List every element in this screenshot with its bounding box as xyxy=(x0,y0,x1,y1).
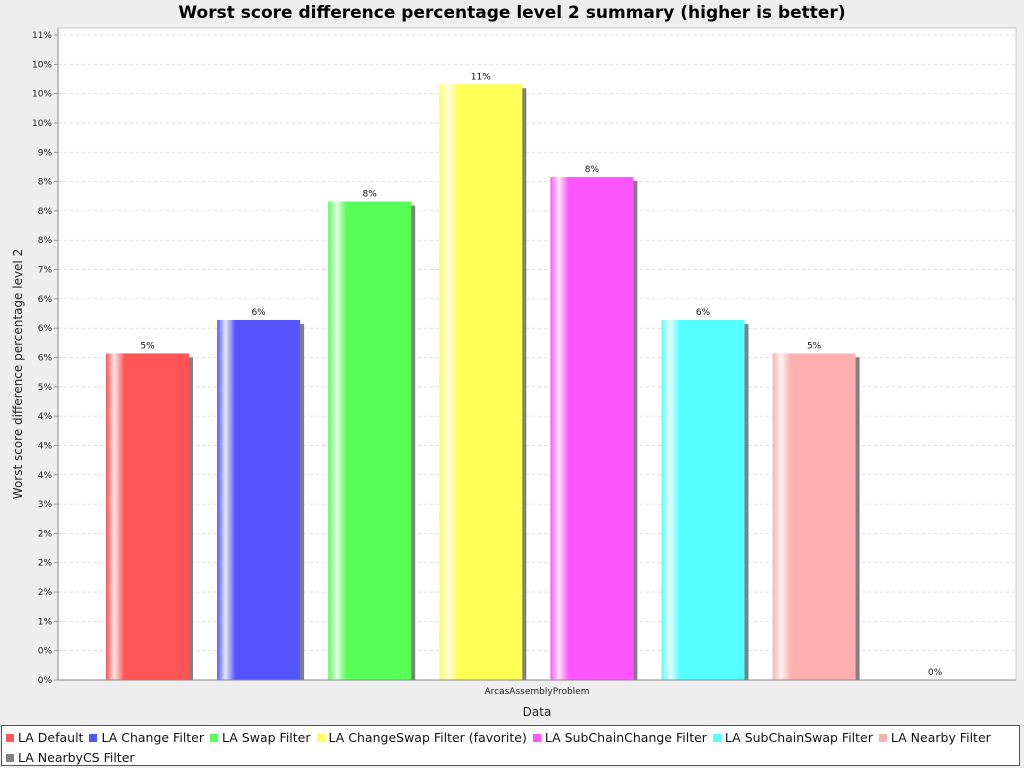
legend-item: LA NearbyCS Filter xyxy=(6,748,135,768)
legend-swatch xyxy=(6,754,14,762)
legend-swatch xyxy=(712,734,721,742)
bar-value-label: 6% xyxy=(251,308,266,318)
legend-item: LA Change Filter xyxy=(89,728,204,748)
legend-item: LA Swap Filter xyxy=(210,728,311,748)
legend: LA Default LA Change Filter LA Swap Filter… xyxy=(1,725,1020,766)
bar-value-label: 8% xyxy=(585,165,600,175)
bar-value-label: 5% xyxy=(140,341,155,351)
legend-swatch xyxy=(210,734,219,742)
y-tick-label: 0% xyxy=(38,676,53,686)
y-tick-label: 4% xyxy=(38,412,53,422)
legend-label: LA Nearby Filter xyxy=(890,730,991,745)
x-category-label: ArcasAssemblyProblem xyxy=(485,687,590,697)
y-tick-label: 6% xyxy=(38,324,53,334)
y-tick-label: 8% xyxy=(38,178,53,188)
legend-swatch xyxy=(316,734,325,742)
legend-label: LA ChangeSwap Filter (favorite) xyxy=(328,730,527,745)
legend-label: LA NearbyCS Filter xyxy=(18,750,135,765)
bar-0 xyxy=(106,353,189,680)
legend-swatch xyxy=(89,734,98,742)
y-tick-label: 10% xyxy=(32,119,52,129)
legend-swatch xyxy=(878,734,887,742)
y-tick-label: 10% xyxy=(32,90,52,100)
y-tick-label: 4% xyxy=(38,441,53,451)
legend-item: LA SubChainChange Filter xyxy=(532,728,707,748)
bar-6 xyxy=(772,353,856,680)
legend-label: LA Default xyxy=(18,730,84,745)
legend-item: LA SubChainSwap Filter xyxy=(712,728,873,748)
bar-value-label: 0% xyxy=(928,668,943,678)
legend-label: LA SubChainChange Filter xyxy=(544,730,707,745)
y-tick-label: 8% xyxy=(38,236,53,246)
y-tick-label: 1% xyxy=(38,617,53,627)
y-tick-label: 2% xyxy=(38,529,53,539)
legend-item: LA Default xyxy=(6,728,83,748)
y-tick-label: 2% xyxy=(38,559,53,569)
legend-swatch xyxy=(6,734,14,742)
chart: Worst score difference percentage level … xyxy=(11,3,1017,719)
y-tick-label: 3% xyxy=(38,500,53,510)
y-tick-label: 6% xyxy=(38,354,53,364)
y-tick-label: 2% xyxy=(38,588,53,598)
bar-labels: 5% 6% 8% 11% 8% 6% 5% 0% xyxy=(140,72,942,678)
bar-value-label: 11% xyxy=(471,72,491,82)
legend-label: LA Swap Filter xyxy=(222,730,311,745)
legend-item: LA Nearby Filter xyxy=(878,728,991,748)
bar-4 xyxy=(550,176,634,680)
y-tick-label: 11% xyxy=(32,31,52,41)
bar-value-label: 8% xyxy=(363,190,378,200)
bar-1 xyxy=(217,319,301,680)
bar-5 xyxy=(661,319,745,680)
legend-label: LA Change Filter xyxy=(101,730,205,745)
y-tick-label: 7% xyxy=(38,266,53,276)
y-tick-label: 10% xyxy=(32,60,52,70)
legend-item: LA ChangeSwap Filter (favorite) xyxy=(316,728,527,748)
y-tick-label: 6% xyxy=(38,295,53,305)
bar-value-label: 5% xyxy=(807,341,822,351)
y-tick-label: 9% xyxy=(38,148,53,158)
chart-title: Worst score difference percentage level … xyxy=(178,3,845,23)
y-tick-label: 4% xyxy=(38,471,53,481)
plot-area xyxy=(57,27,1017,681)
x-axis-label: Data xyxy=(523,705,552,719)
y-tick-label: 5% xyxy=(38,383,53,393)
y-tick-label: 8% xyxy=(38,207,53,217)
legend-swatch xyxy=(532,734,541,742)
bars xyxy=(106,84,860,681)
y-axis-ticks: 0% 0% 1% 2% 2% 2% 3% 4% 4% 4% 5% 6% 6% 6% 7% 8% 8% 8% 9% 10… xyxy=(32,31,58,686)
bar-value-label: 6% xyxy=(696,308,711,318)
bar-2 xyxy=(328,201,412,680)
y-tick-label: 0% xyxy=(38,647,53,657)
y-axis-label: Worst score difference percentage level … xyxy=(11,249,25,499)
legend-label: LA SubChainSwap Filter xyxy=(724,730,873,745)
bar-3 xyxy=(439,84,523,681)
